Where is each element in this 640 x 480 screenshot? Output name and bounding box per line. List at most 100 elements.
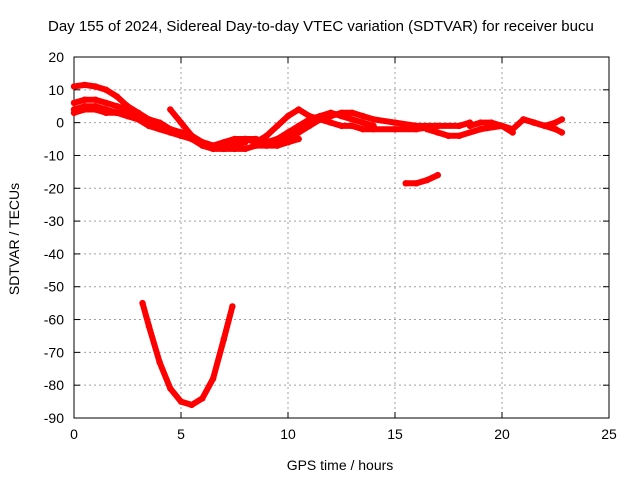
data-point <box>274 122 281 130</box>
y-tick-label: -90 <box>44 410 64 426</box>
data-point <box>199 139 206 146</box>
x-tick-label: 15 <box>387 426 403 442</box>
data-point <box>306 122 313 130</box>
data-point <box>477 119 484 126</box>
data-point <box>509 126 516 133</box>
data-point <box>156 126 163 133</box>
x-tick-label: 25 <box>601 426 617 442</box>
data-point <box>81 81 88 89</box>
y-tick-label: -10 <box>44 147 64 163</box>
data-point <box>81 106 88 113</box>
data-point <box>102 109 110 117</box>
data-layer <box>70 81 566 409</box>
y-tick-label: 20 <box>48 49 64 65</box>
y-tick-label: -50 <box>44 279 64 295</box>
data-point <box>70 109 78 117</box>
data-point <box>167 129 174 136</box>
y-tick-label: -30 <box>44 213 64 229</box>
x-tick-label: 20 <box>494 426 510 442</box>
tick-layer: 0 5 10 15 20 25 20 10 0 -10 -20 -30 -40 -50 -60 -70 -80 -… <box>44 49 617 442</box>
series-trace-track-10 <box>466 116 565 133</box>
data-point <box>552 126 559 133</box>
data-point <box>92 83 99 90</box>
data-point <box>145 322 153 330</box>
data-point <box>284 135 292 143</box>
data-point <box>530 119 538 126</box>
data-point <box>349 109 356 117</box>
data-point <box>231 145 238 153</box>
data-point <box>488 119 495 126</box>
data-point <box>402 180 409 187</box>
chart-title: Day 155 of 2024, Sidereal Day-to-day VTE… <box>48 18 594 35</box>
y-tick-label: -70 <box>44 344 64 360</box>
data-point <box>220 336 227 343</box>
data-point <box>209 142 217 149</box>
data-point <box>477 126 484 133</box>
data-point <box>295 129 302 136</box>
data-point <box>92 106 99 113</box>
data-point <box>188 132 195 139</box>
y-tick-label: -40 <box>44 246 64 262</box>
data-point <box>327 112 334 120</box>
data-point <box>242 139 249 146</box>
data-point <box>391 126 399 133</box>
data-point <box>552 119 559 126</box>
data-point <box>316 116 324 123</box>
series-trace-track-12 <box>402 172 441 187</box>
data-point <box>188 401 195 409</box>
data-point <box>124 112 131 120</box>
x-tick-label: 0 <box>70 426 78 442</box>
data-point <box>359 112 367 120</box>
x-tick-label: 5 <box>177 426 185 442</box>
data-point <box>413 122 420 130</box>
data-point <box>370 122 377 130</box>
data-point <box>177 398 185 405</box>
data-point <box>145 122 153 130</box>
data-point <box>434 171 441 179</box>
data-point <box>70 83 78 90</box>
data-point <box>177 132 185 139</box>
y-tick-label: -20 <box>44 180 64 196</box>
data-point <box>456 132 463 139</box>
data-point <box>274 135 281 143</box>
data-point <box>229 303 236 310</box>
data-point <box>295 106 302 113</box>
data-point <box>113 103 121 110</box>
series-trace-track-13 <box>139 300 236 408</box>
data-point <box>295 135 302 143</box>
data-point <box>284 129 292 136</box>
data-point <box>209 375 217 382</box>
data-point <box>498 122 506 130</box>
y-tick-label: 0 <box>56 115 64 131</box>
data-point <box>359 119 367 126</box>
data-point <box>445 132 452 139</box>
data-point <box>102 86 110 94</box>
data-point <box>242 145 249 153</box>
data-point <box>167 106 174 113</box>
data-point <box>113 93 121 100</box>
data-point <box>220 145 227 153</box>
data-point <box>456 122 463 130</box>
y-axis-label: SDTVAR / TECUs <box>6 183 22 295</box>
data-point <box>359 126 367 133</box>
data-point <box>391 119 399 126</box>
data-point <box>167 385 174 392</box>
data-point <box>199 395 206 402</box>
data-point <box>520 116 527 123</box>
data-point <box>81 96 88 103</box>
data-point <box>284 112 292 120</box>
data-point <box>370 116 377 123</box>
y-tick-label: 10 <box>48 82 64 98</box>
data-point <box>338 109 345 117</box>
data-point <box>177 119 185 126</box>
data-point <box>139 299 146 307</box>
data-point <box>92 96 99 103</box>
data-point <box>558 116 566 123</box>
data-point <box>327 119 334 126</box>
data-point <box>263 132 270 139</box>
data-point <box>306 116 313 123</box>
data-point <box>156 359 163 366</box>
data-point <box>349 116 356 123</box>
plot-frame <box>73 56 610 419</box>
y-tick-label: -80 <box>44 377 64 393</box>
